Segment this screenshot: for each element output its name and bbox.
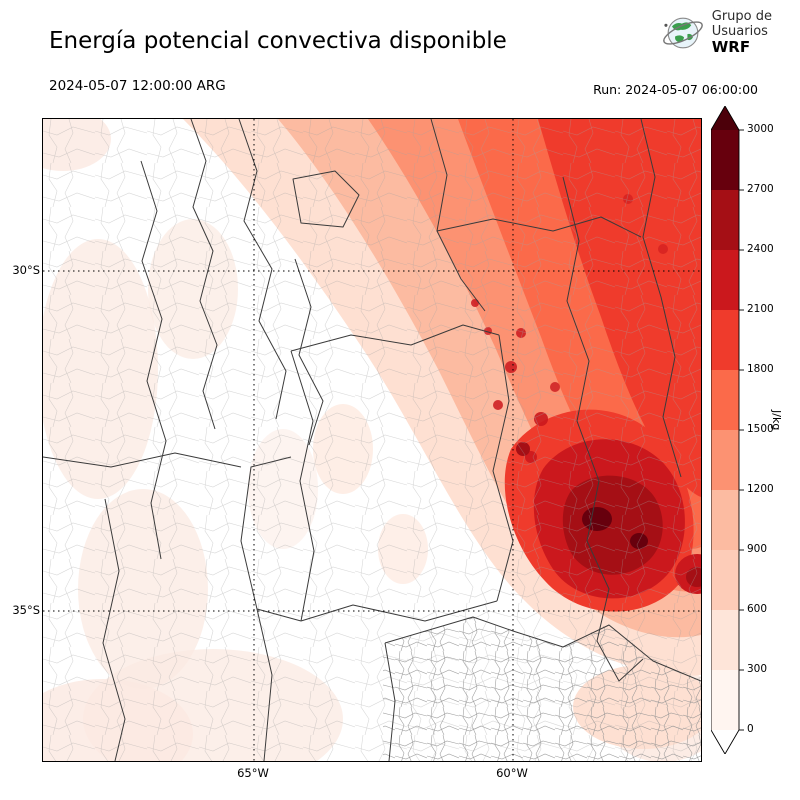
valid-time-label: 2024-05-07 12:00:00 ARG xyxy=(49,78,226,94)
lon-label-60w: 60°W xyxy=(496,766,528,780)
colorbar-arrow-up xyxy=(711,106,739,130)
colorbar-tick: 1200 xyxy=(747,483,774,495)
colorbar-tick: 2400 xyxy=(747,243,774,255)
lon-label-65w: 65°W xyxy=(237,766,269,780)
colorbar-tick: 900 xyxy=(747,543,768,555)
lat-label-35s: 35°S xyxy=(12,603,40,617)
lat-label-30s: 30°S xyxy=(12,263,40,277)
colorbar-segment xyxy=(711,310,739,370)
colorbar-segment xyxy=(711,370,739,430)
province-boundaries xyxy=(43,119,701,761)
map-canvas xyxy=(43,119,701,761)
wrf-logo: Grupo de Usuarios WRF xyxy=(661,9,772,57)
colorbar-tick: 2700 xyxy=(747,183,774,195)
department-boundaries xyxy=(43,119,701,761)
wrf-globe-icon xyxy=(662,17,703,49)
logo-text-line2: Usuarios xyxy=(711,23,768,39)
run-time-label: Run: 2024-05-07 06:00:00 xyxy=(593,82,758,97)
map-panel xyxy=(42,118,702,762)
colorbar-segment xyxy=(711,130,739,190)
colorbar-tick-marks xyxy=(739,129,744,731)
logo-text-wrf: WRF xyxy=(711,38,751,57)
colorbar-segment xyxy=(711,670,739,730)
wrf-logo-text: Grupo de Usuarios WRF xyxy=(711,9,772,57)
colorbar xyxy=(711,106,744,754)
colorbar-tick: 1800 xyxy=(747,363,774,375)
colorbar-segment xyxy=(711,610,739,670)
gridlines xyxy=(43,119,701,761)
colorbar-tick: 2100 xyxy=(747,303,774,315)
colorbar-tick: 1500 xyxy=(747,423,774,435)
colorbar-unit-label: J/kg xyxy=(770,410,783,431)
page-title: Energía potencial convectiva disponible xyxy=(49,28,507,54)
colorbar-tick: 600 xyxy=(747,603,768,615)
colorbar-segment xyxy=(711,430,739,490)
colorbar-segment xyxy=(711,250,739,310)
colorbar-ticks: 3000 2700 2400 2100 1800 1500 1200 900 6… xyxy=(747,0,793,800)
colorbar-segment xyxy=(711,490,739,550)
colorbar-tick: 3000 xyxy=(747,123,774,135)
colorbar-segment xyxy=(711,190,739,250)
colorbar-tick: 0 xyxy=(747,723,754,735)
colorbar-segment xyxy=(711,550,739,610)
logo-text-line1: Grupo de xyxy=(711,9,772,24)
colorbar-tick: 300 xyxy=(747,663,768,675)
colorbar-arrow-down xyxy=(711,730,739,754)
